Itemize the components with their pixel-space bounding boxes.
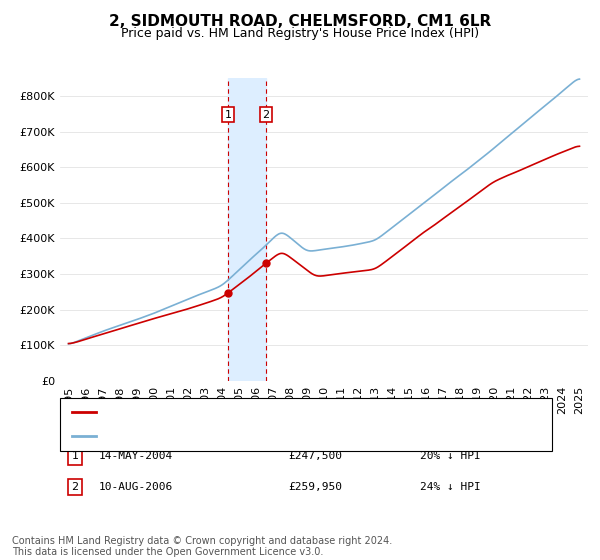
Text: 24% ↓ HPI: 24% ↓ HPI: [420, 482, 481, 492]
Text: 2, SIDMOUTH ROAD, CHELMSFORD, CM1 6LR: 2, SIDMOUTH ROAD, CHELMSFORD, CM1 6LR: [109, 14, 491, 29]
Text: 20% ↓ HPI: 20% ↓ HPI: [420, 451, 481, 461]
Bar: [228, 78, 266, 381]
Text: £259,950: £259,950: [288, 482, 342, 492]
Text: 10-AUG-2006: 10-AUG-2006: [99, 482, 173, 492]
Text: 1: 1: [71, 451, 79, 461]
Text: 14-MAY-2004: 14-MAY-2004: [99, 451, 173, 461]
Text: HPI: Average price, detached house, Chelmsford: HPI: Average price, detached house, Chel…: [102, 431, 372, 441]
Text: 2, SIDMOUTH ROAD, CHELMSFORD, CM1 6LR (detached house): 2, SIDMOUTH ROAD, CHELMSFORD, CM1 6LR (d…: [102, 408, 455, 418]
Text: Price paid vs. HM Land Registry's House Price Index (HPI): Price paid vs. HM Land Registry's House …: [121, 27, 479, 40]
Text: Contains HM Land Registry data © Crown copyright and database right 2024.
This d: Contains HM Land Registry data © Crown c…: [12, 535, 392, 557]
Text: 1: 1: [224, 110, 232, 120]
Text: £247,500: £247,500: [288, 451, 342, 461]
Text: 2: 2: [263, 110, 269, 120]
Text: 2: 2: [71, 482, 79, 492]
